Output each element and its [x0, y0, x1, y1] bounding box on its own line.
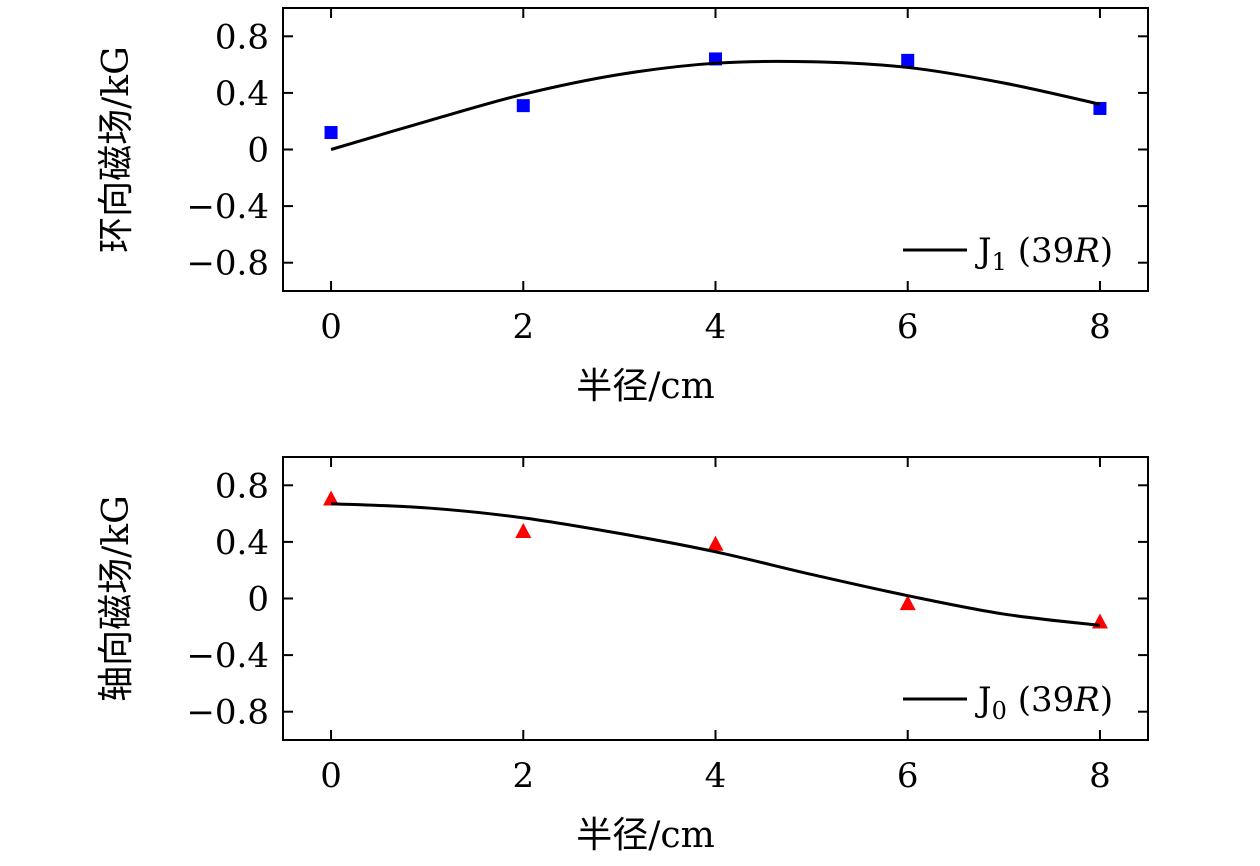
- y-tick-label: −0.8: [186, 244, 269, 284]
- x-tick-label: 6: [897, 307, 919, 347]
- y-tick-label: 0: [247, 131, 269, 171]
- y-axis-label: 轴向磁场/kG: [96, 495, 137, 702]
- legend-func: J: [975, 680, 992, 720]
- y-tick-label: −0.4: [186, 187, 269, 227]
- data-point-triangle: [1091, 613, 1108, 629]
- x-tick-label: 0: [320, 756, 342, 796]
- data-point-square: [901, 53, 915, 67]
- y-axis-label: 环向磁场/kG: [96, 46, 137, 253]
- x-tick-label: 6: [897, 756, 919, 796]
- y-tick-label: 0.8: [215, 466, 269, 506]
- x-axis-label: 半径/cm: [576, 815, 714, 856]
- x-tick-label: 8: [1089, 756, 1111, 796]
- data-point-triangle: [707, 535, 724, 551]
- x-tick-label: 4: [705, 756, 727, 796]
- y-tick-label: 0.4: [215, 523, 269, 563]
- x-axis-label: 半径/cm: [576, 366, 714, 407]
- legend-arg-close: ): [1100, 231, 1113, 271]
- data-point-triangle: [899, 595, 916, 611]
- legend-subscript: 1: [992, 248, 1007, 276]
- legend-arg-close: ): [1100, 680, 1113, 720]
- data-point-triangle: [323, 490, 340, 506]
- data-point-square: [516, 99, 530, 113]
- x-tick-label: 2: [512, 756, 534, 796]
- x-tick-label: 0: [320, 307, 342, 347]
- legend-subscript: 0: [992, 697, 1007, 725]
- x-tick-label: 4: [705, 307, 727, 347]
- data-point-square: [324, 126, 338, 140]
- legend-func: J: [975, 231, 992, 271]
- x-tick-label: 2: [512, 307, 534, 347]
- legend-arg-var: R: [1073, 680, 1100, 720]
- legend-arg-open: (39: [1007, 231, 1074, 271]
- legend-arg-open: (39: [1007, 680, 1074, 720]
- fit-curve: [330, 502, 1101, 627]
- legend-label: J0 (39R): [975, 680, 1113, 725]
- y-tick-label: 0: [247, 580, 269, 620]
- legend-label: J1 (39R): [975, 231, 1113, 276]
- y-tick-label: −0.4: [186, 636, 269, 676]
- data-point-square: [1093, 101, 1107, 115]
- y-tick-label: −0.8: [186, 693, 269, 733]
- y-tick-label: 0.8: [215, 17, 269, 57]
- y-tick-label: 0.4: [215, 74, 269, 114]
- x-tick-label: 8: [1089, 307, 1111, 347]
- fit-curve: [330, 59, 1101, 151]
- chart-panel-1: 0.8 0.4 0 −0.4 −0.8 0 2 4 6 8 半径/cm 环向磁场/kG J1 (39R): [96, 7, 1149, 407]
- data-point-triangle: [515, 522, 532, 538]
- legend-arg-var: R: [1073, 231, 1100, 271]
